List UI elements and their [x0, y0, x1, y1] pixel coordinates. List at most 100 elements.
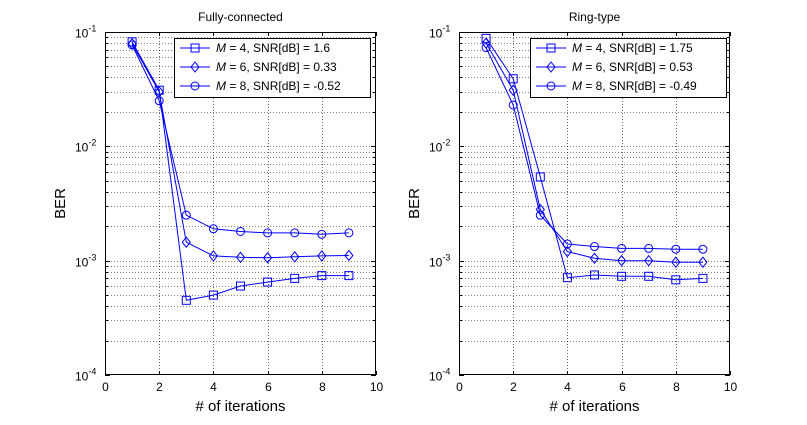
data-point-circle — [562, 239, 572, 249]
series-circle — [127, 40, 354, 239]
data-point-circle — [181, 210, 191, 220]
series-line — [485, 38, 703, 281]
data-point-circle — [344, 228, 354, 238]
legend-entry: M = 4, SNR[dB] = 1.6 — [180, 41, 330, 55]
chart-title: Ring-type — [569, 10, 621, 24]
chart-panel-1: 0 2 4 6 8 1010-410-310-210-1Fully-connected# … — [52, 10, 383, 415]
x-tick-label: 10 — [370, 380, 384, 394]
data-point-square — [535, 172, 545, 182]
legend-label: M = 4, SNR[dB] = 1.6 — [216, 41, 330, 55]
data-point-diamond — [698, 256, 708, 268]
x-axis-label: # of iterations — [549, 398, 639, 415]
legend-variable: M — [572, 60, 582, 74]
data-point-diamond — [290, 251, 300, 263]
data-point-square — [671, 275, 681, 285]
data-point-diamond — [508, 84, 518, 96]
data-point-diamond — [208, 250, 219, 262]
y-tick-base: 10 — [429, 141, 443, 155]
series-line — [131, 44, 349, 235]
x-tick-label: 0 — [102, 380, 109, 394]
y-tick-base: 10 — [75, 256, 89, 270]
legend-text-rest: = 4, SNR[dB] = 1.75 — [582, 41, 693, 55]
legend-label: M = 6, SNR[dB] = 0.53 — [572, 60, 693, 74]
data-point-diamond — [317, 250, 327, 262]
y-tick-label: 10-3 — [75, 253, 96, 270]
x-tick-label: 2 — [510, 380, 517, 394]
x-tick-label: 6 — [619, 380, 626, 394]
data-point-diamond — [589, 252, 600, 265]
data-point-circle — [317, 229, 327, 239]
y-tick-base: 10 — [429, 256, 443, 270]
data-point-circle — [290, 228, 300, 238]
y-tick-label: 10-4 — [429, 367, 450, 384]
legend-text-rest: = 8, SNR[dB] = -0.52 — [226, 79, 341, 93]
y-tick-base: 10 — [75, 27, 89, 41]
data-point-circle — [263, 228, 273, 238]
y-tick-label: 10-1 — [429, 24, 450, 41]
y-tick-exponent: -4 — [88, 367, 96, 377]
x-tick-label: 2 — [156, 380, 163, 394]
legend-entry: M = 8, SNR[dB] = -0.52 — [180, 79, 341, 93]
data-point-square — [617, 271, 627, 281]
series-circle — [481, 43, 708, 254]
series-line — [485, 42, 703, 263]
y-tick-exponent: -3 — [442, 253, 450, 263]
legend-marker-diamond — [190, 61, 200, 73]
legend-variable: M — [572, 41, 582, 55]
data-point-circle — [671, 244, 681, 254]
series-line — [131, 43, 349, 259]
legend-marker-square — [190, 43, 200, 53]
x-tick-label: 4 — [564, 380, 571, 394]
data-point-diamond — [344, 249, 354, 262]
data-point-circle — [481, 43, 491, 53]
y-tick-base: 10 — [429, 27, 443, 41]
legend-entry: M = 6, SNR[dB] = 0.33 — [180, 60, 337, 74]
data-point-square — [263, 277, 273, 287]
x-axis-label: # of iterations — [195, 398, 285, 415]
data-point-circle — [154, 96, 164, 106]
data-point-circle — [208, 224, 218, 234]
y-tick-base: 10 — [75, 370, 89, 384]
data-point-square — [236, 281, 245, 291]
data-point-diamond — [616, 254, 627, 267]
x-tick-label: 0 — [456, 380, 463, 394]
x-tick-label: 6 — [265, 380, 272, 394]
data-point-circle — [508, 100, 518, 110]
data-point-circle — [644, 243, 654, 253]
y-tick-exponent: -1 — [88, 24, 96, 34]
chart-title: Fully-connected — [198, 10, 283, 24]
series-square — [481, 33, 708, 285]
y-axis-label: BER — [52, 188, 69, 219]
data-point-square — [290, 273, 300, 283]
y-tick-label: 10-3 — [429, 253, 450, 270]
y-axis-label: BER — [406, 188, 423, 219]
data-point-circle — [535, 210, 545, 220]
data-point-circle — [127, 40, 137, 50]
series-diamond — [127, 37, 354, 264]
data-point-square — [562, 273, 572, 283]
x-tick-label: 8 — [673, 380, 680, 394]
data-point-square — [181, 295, 191, 305]
legend-variable: M — [216, 41, 226, 55]
axes-box — [459, 32, 730, 375]
y-tick-base: 10 — [75, 141, 89, 155]
y-tick-label: 10-1 — [75, 24, 96, 41]
data-point-square — [508, 74, 518, 84]
legend: M = 4, SNR[dB] = 1.6 M = 6, SNR[dB] = 0.3… — [174, 38, 371, 98]
y-tick-base: 10 — [429, 370, 443, 384]
x-tick-label: 4 — [210, 380, 217, 394]
legend-marker-circle — [546, 81, 556, 91]
y-tick-exponent: -3 — [88, 253, 96, 263]
y-tick-label: 10-2 — [75, 138, 96, 155]
legend-variable: M — [216, 60, 226, 74]
data-point-circle — [590, 242, 599, 252]
legend-variable: M — [216, 79, 226, 93]
data-point-square — [317, 271, 327, 281]
data-point-circle — [236, 226, 245, 236]
y-tick-label: 10-2 — [429, 138, 450, 155]
y-tick-exponent: -2 — [88, 138, 96, 148]
legend-text-rest: = 6, SNR[dB] = 0.53 — [582, 60, 693, 74]
legend-label: M = 6, SNR[dB] = 0.33 — [216, 60, 337, 74]
